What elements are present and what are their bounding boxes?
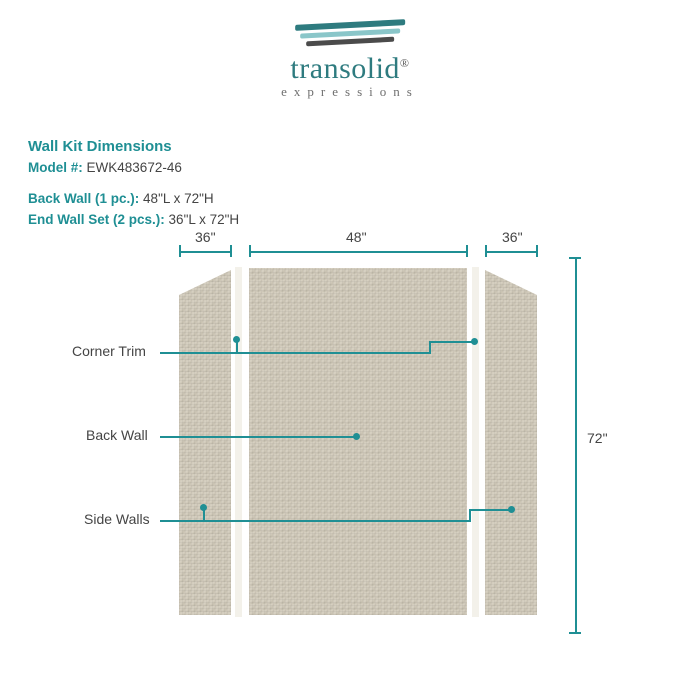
- callout-back-wall-dot: [353, 433, 360, 440]
- wall-kit-diagram: 36" 48" 36" 72" Corner Trim Back Wall Si…: [0, 225, 700, 685]
- dim-center48-tick-b: [466, 245, 468, 257]
- corner-trim-right: [472, 267, 479, 617]
- dim-height72-tick-bot: [569, 632, 581, 634]
- registered-mark: ®: [400, 56, 410, 70]
- model-value: EWK483672-46: [87, 160, 182, 175]
- callout-corner-trim-dot2: [471, 338, 478, 345]
- model-label: Model #:: [28, 160, 83, 175]
- specs-block: Wall Kit Dimensions Model #: EWK483672-4…: [28, 135, 239, 231]
- dim-right36-tick-b: [536, 245, 538, 257]
- dim-center48-tick-a: [249, 245, 251, 257]
- callout-side-walls-label: Side Walls: [84, 511, 150, 527]
- callout-side-walls-line: [160, 520, 470, 522]
- specs-heading: Wall Kit Dimensions: [28, 135, 239, 158]
- logo-text: transolid®: [281, 52, 419, 86]
- brand-name: transolid: [290, 52, 400, 85]
- dim-right36-tick-a: [485, 245, 487, 257]
- callout-side-walls-ext: [469, 509, 511, 511]
- dim-right36-label: 36": [502, 229, 523, 245]
- model-row: Model #: EWK483672-46: [28, 158, 239, 179]
- callout-back-wall-label: Back Wall: [86, 427, 148, 443]
- callout-corner-trim-line: [160, 352, 430, 354]
- callout-corner-trim-label: Corner Trim: [72, 343, 146, 359]
- dim-left36-line: [179, 251, 231, 253]
- dim-center48-line: [249, 251, 467, 253]
- dim-center48-label: 48": [346, 229, 367, 245]
- dim-left36-tick-a: [179, 245, 181, 257]
- corner-trim-left: [235, 267, 242, 617]
- dim-left36-label: 36": [195, 229, 216, 245]
- dim-height72-line: [575, 257, 577, 633]
- callout-back-wall-line: [160, 436, 354, 438]
- backwall-label: Back Wall (1 pc.):: [28, 191, 139, 206]
- brand-logo: transolid® expressions: [281, 22, 419, 100]
- callout-corner-trim-v2: [429, 341, 431, 354]
- callout-corner-trim-dot1: [233, 336, 240, 343]
- dim-height72-tick-top: [569, 257, 581, 259]
- logo-subline: expressions: [281, 84, 419, 100]
- callout-side-walls-v2: [469, 509, 471, 522]
- dim-height72-label: 72": [587, 430, 608, 446]
- backwall-row: Back Wall (1 pc.): 48"L x 72"H: [28, 189, 239, 210]
- side-wall-left: [179, 270, 231, 615]
- callout-side-walls-dot2: [508, 506, 515, 513]
- dim-left36-tick-b: [230, 245, 232, 257]
- back-wall-panel: [249, 268, 467, 615]
- logo-swoosh: [290, 22, 410, 50]
- callout-corner-trim-ext: [429, 341, 474, 343]
- callout-side-walls-dot1: [200, 504, 207, 511]
- dim-right36-line: [485, 251, 537, 253]
- backwall-value: 48"L x 72"H: [143, 191, 214, 206]
- side-wall-right: [485, 270, 537, 615]
